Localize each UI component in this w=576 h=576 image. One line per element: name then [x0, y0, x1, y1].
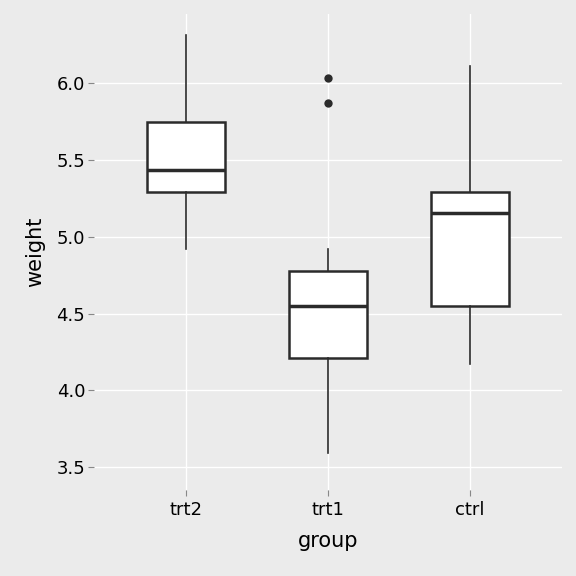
PathPatch shape [147, 122, 225, 192]
PathPatch shape [289, 271, 367, 358]
X-axis label: group: group [298, 530, 358, 551]
Y-axis label: weight: weight [25, 217, 46, 287]
PathPatch shape [431, 192, 509, 306]
